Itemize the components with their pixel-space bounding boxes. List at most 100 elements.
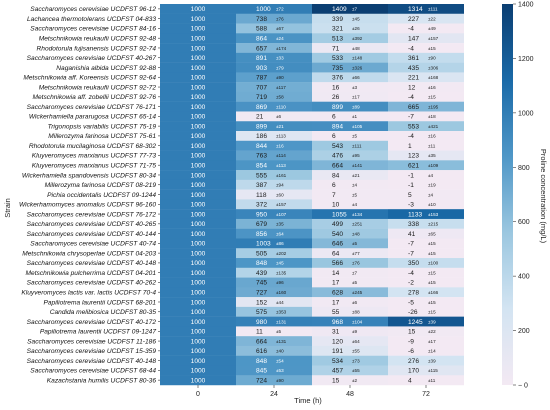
heatmap-cell bbox=[236, 189, 312, 200]
cell-value-label: 1000 bbox=[191, 35, 206, 42]
strain-label: Metschnikowia pulcherrima UCDFST 04-201 bbox=[26, 270, 157, 277]
cell-value-label: 891 bbox=[256, 55, 267, 62]
cell-value-label: 1000 bbox=[191, 133, 206, 140]
heatmap-cell bbox=[236, 345, 312, 356]
cell-value-label: 1000 bbox=[191, 45, 206, 52]
strain-label: Kluyveromyces marxianus UCDFST 77-73 bbox=[32, 153, 157, 160]
cell-value-label: 848 bbox=[256, 260, 267, 267]
cell-value-label: 1000 bbox=[191, 123, 206, 130]
cell-value-label: -4 bbox=[408, 270, 414, 277]
cell-value-label: 1000 bbox=[191, 290, 206, 297]
strain-label: Naganishia albida UCDFST 92-88 bbox=[56, 65, 156, 72]
colorbar-tick-label: 400 bbox=[518, 274, 530, 281]
heatmap-cell bbox=[236, 355, 312, 366]
heatmap-cell bbox=[236, 82, 312, 93]
colorbar-tick-label: 600 bbox=[518, 219, 530, 226]
cell-sd-label: ±9 bbox=[352, 329, 358, 334]
cell-value-label: 1000 bbox=[191, 84, 206, 91]
cell-value-label: -4 bbox=[408, 94, 414, 101]
cell-sd-label: ±326 bbox=[352, 65, 363, 70]
cell-value-label: 848 bbox=[256, 358, 267, 365]
cell-sd-label: ±15 bbox=[428, 251, 436, 256]
heatmap-cell bbox=[312, 131, 388, 141]
colorbar-label: Proline concentration (mg/L) bbox=[539, 149, 548, 244]
strain-label: Saccharomyces cerevisiae UCDFST 40-144 bbox=[27, 231, 157, 238]
heatmap-cell bbox=[160, 306, 236, 317]
heatmap-cell bbox=[236, 43, 312, 54]
heatmap-cell bbox=[236, 248, 312, 259]
cell-value-label: 1000 bbox=[191, 299, 206, 306]
cell-value-label: 745 bbox=[256, 280, 267, 287]
strain-label: Saccharomyces cerevisiae UCDFST 40-265 bbox=[27, 221, 157, 228]
heatmap-cell bbox=[388, 316, 464, 327]
heatmap-cell bbox=[388, 199, 464, 210]
heatmap-cell bbox=[160, 248, 236, 259]
heatmap-cell bbox=[388, 189, 464, 200]
cell-sd-label: ±15 bbox=[428, 270, 436, 275]
cell-value-label: 5 bbox=[408, 192, 412, 199]
heatmap-cell bbox=[312, 43, 388, 54]
cell-sd-label: ±107 bbox=[276, 212, 287, 217]
heatmap-cell bbox=[160, 150, 236, 161]
heatmap-cell bbox=[312, 33, 388, 44]
cell-value-label: -1 bbox=[408, 172, 414, 179]
cell-value-label: 31 bbox=[332, 329, 340, 336]
cell-value-label: 1000 bbox=[191, 377, 206, 384]
strain-label: Metschnikowia aff. zobellii UCDFST 92-76 bbox=[33, 94, 157, 101]
cell-sd-label: ±90 bbox=[276, 75, 284, 80]
cell-value-label: 735 bbox=[332, 65, 343, 72]
cell-sd-label: ±45 bbox=[352, 16, 360, 21]
cell-sd-label: ±15 bbox=[428, 300, 436, 305]
cell-value-label: 152 bbox=[256, 299, 267, 306]
cell-sd-label: ±17 bbox=[428, 339, 436, 344]
cell-value-label: 864 bbox=[256, 35, 267, 42]
cell-value-label: 664 bbox=[332, 163, 343, 170]
cell-value-label: 120 bbox=[332, 338, 343, 345]
heatmap-cell bbox=[160, 375, 236, 386]
heatmap-cell bbox=[160, 121, 236, 132]
cell-value-label: 575 bbox=[256, 309, 267, 316]
x-axis-ticks: 0 24 48 72 bbox=[196, 385, 430, 398]
strain-label: Saccharomyces cerevisiae UCDFST 76-172 bbox=[27, 211, 157, 218]
cell-sd-label: ±157 bbox=[276, 202, 287, 207]
cell-value-label: 1000 bbox=[191, 309, 206, 316]
cell-sd-label: ±44 bbox=[276, 300, 284, 305]
cell-value-label: 21 bbox=[256, 114, 264, 121]
cell-value-label: 950 bbox=[256, 211, 267, 218]
strain-label: Saccharomyces cerevisiae UCDFST 11-186 bbox=[27, 338, 156, 345]
heatmap-cell bbox=[388, 365, 464, 376]
heatmap-cell bbox=[236, 101, 312, 112]
cell-value-label: 505 bbox=[256, 250, 267, 257]
cell-sd-label: ±1 bbox=[352, 114, 358, 119]
heatmap-cell bbox=[312, 160, 388, 171]
cell-sd-label: ±5 bbox=[352, 192, 358, 197]
cell-sd-label: ±11 bbox=[428, 378, 436, 383]
cell-value-label: 6 bbox=[332, 133, 336, 140]
strain-label: Lachancea thermotolerans UCDFST 04-833 bbox=[27, 16, 156, 23]
heatmap-cell bbox=[388, 287, 464, 298]
cell-value-label: -4 bbox=[408, 45, 414, 52]
heatmap-cell bbox=[312, 150, 388, 161]
cell-sd-label: ±5 bbox=[352, 280, 358, 285]
cell-sd-label: ±60 bbox=[276, 192, 284, 197]
cell-value-label: 1000 bbox=[191, 143, 206, 150]
cell-sd-label: ±94 bbox=[276, 183, 284, 188]
heatmap-cell bbox=[388, 91, 464, 102]
strain-label: Saccharomyces cerevisiae UCDFST 40-262 bbox=[27, 280, 157, 287]
heatmap-cell bbox=[312, 287, 388, 298]
cell-value-label: 1000 bbox=[191, 260, 206, 267]
cell-sd-label: ±64 bbox=[352, 339, 360, 344]
cell-value-label: 540 bbox=[332, 231, 343, 238]
cell-sd-label: ±15 bbox=[428, 241, 436, 246]
cell-value-label: 170 bbox=[408, 368, 419, 375]
cell-value-label: 457 bbox=[332, 368, 343, 375]
cell-value-label: 376 bbox=[332, 75, 343, 82]
cell-value-label: 1000 bbox=[191, 26, 206, 33]
heatmap-cell bbox=[388, 297, 464, 308]
cell-sd-label: ±95 bbox=[352, 153, 360, 158]
cell-sd-label: ±15 bbox=[428, 280, 436, 285]
cell-sd-label: ±4 bbox=[352, 183, 358, 188]
cell-sd-label: ±5 bbox=[352, 134, 358, 139]
heatmap-cell bbox=[388, 23, 464, 34]
heatmap-cell bbox=[312, 297, 388, 308]
